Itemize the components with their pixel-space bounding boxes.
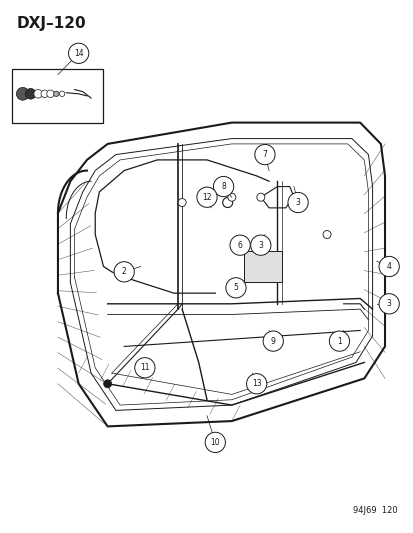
Circle shape: [178, 198, 186, 207]
Circle shape: [254, 144, 274, 165]
Circle shape: [54, 91, 59, 96]
Circle shape: [256, 193, 264, 201]
Circle shape: [230, 235, 249, 255]
Text: 4: 4: [386, 262, 391, 271]
Circle shape: [246, 374, 266, 394]
Text: 3: 3: [386, 300, 391, 308]
Circle shape: [263, 331, 282, 351]
Circle shape: [69, 43, 88, 63]
Text: 3: 3: [295, 198, 300, 207]
Circle shape: [103, 379, 112, 388]
Text: 12: 12: [202, 193, 211, 201]
Text: 3: 3: [258, 241, 263, 249]
Circle shape: [135, 358, 154, 378]
Text: 2: 2: [121, 268, 126, 276]
Circle shape: [17, 87, 29, 100]
Circle shape: [205, 432, 225, 453]
Text: 10: 10: [210, 438, 220, 447]
Text: 9: 9: [270, 337, 275, 345]
Circle shape: [225, 278, 245, 298]
Circle shape: [287, 192, 307, 213]
Circle shape: [197, 187, 216, 207]
Text: 7: 7: [262, 150, 267, 159]
Text: 13: 13: [251, 379, 261, 388]
Circle shape: [250, 235, 270, 255]
Circle shape: [322, 230, 330, 239]
Circle shape: [41, 90, 48, 98]
Text: 94J69  120: 94J69 120: [352, 506, 396, 515]
Circle shape: [227, 193, 235, 201]
Circle shape: [378, 294, 398, 314]
Circle shape: [114, 262, 134, 282]
Circle shape: [25, 88, 36, 99]
FancyBboxPatch shape: [12, 69, 103, 123]
Circle shape: [59, 91, 64, 96]
Text: 8: 8: [221, 182, 225, 191]
Text: 11: 11: [140, 364, 149, 372]
Text: 5: 5: [233, 284, 238, 292]
FancyBboxPatch shape: [244, 251, 281, 282]
Text: DXJ–120: DXJ–120: [17, 16, 86, 31]
Text: 14: 14: [74, 49, 83, 58]
Text: 1: 1: [336, 337, 341, 345]
Text: 6: 6: [237, 241, 242, 249]
Circle shape: [213, 176, 233, 197]
Circle shape: [47, 90, 54, 98]
Circle shape: [329, 331, 349, 351]
Circle shape: [34, 90, 42, 98]
Circle shape: [378, 256, 398, 277]
